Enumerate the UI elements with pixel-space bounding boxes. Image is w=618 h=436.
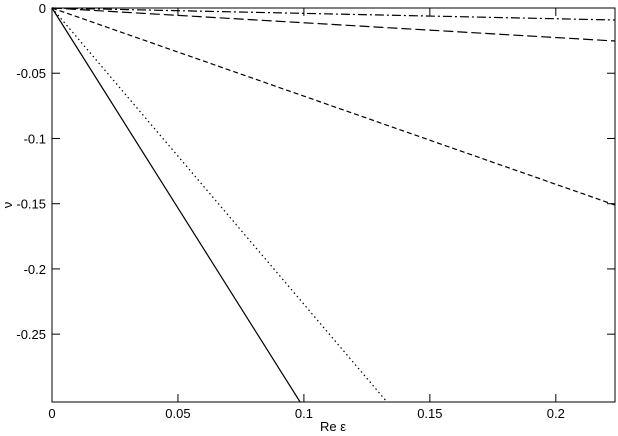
x-tick-label: 0.2: [547, 406, 565, 421]
y-tick-label: -0.05: [16, 66, 46, 81]
series-line: [51, 7, 616, 206]
x-tick-label: 0: [48, 406, 55, 421]
y-tick-label: 0: [39, 1, 46, 16]
y-axis-label: ν: [0, 202, 15, 209]
series-line: [51, 7, 301, 403]
y-tick-label: -0.1: [24, 131, 46, 146]
series-line: [51, 7, 616, 21]
y-tick-label: -0.15: [16, 197, 46, 212]
y-tick-label: -0.25: [16, 327, 46, 342]
x-tick-label: 0.15: [417, 406, 442, 421]
series-line: [51, 7, 616, 42]
x-tick-label: 0.1: [295, 406, 313, 421]
x-tick-label: 0.05: [165, 406, 190, 421]
x-axis-label: Re ε: [320, 419, 346, 434]
y-tick-label: -0.2: [24, 262, 46, 277]
plot-frame: [51, 7, 616, 403]
series-line: [51, 7, 388, 403]
